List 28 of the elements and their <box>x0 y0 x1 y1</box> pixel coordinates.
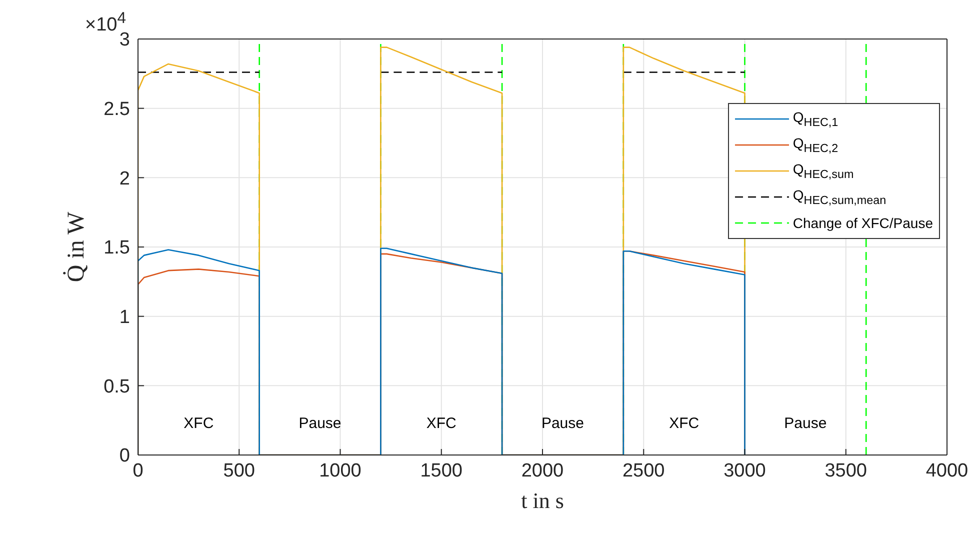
y-tick-label: 2.5 <box>104 99 130 120</box>
y-tick-label: 2 <box>119 168 130 190</box>
x-tick-label: 3000 <box>724 460 766 482</box>
y-tick-label: 0.5 <box>104 376 130 398</box>
annotation: XFC <box>182 415 215 432</box>
x-tick-label: 1500 <box>420 460 463 482</box>
annotation: XFC <box>425 415 458 432</box>
legend-label: Change of XFC/Pause <box>792 215 933 231</box>
legend-label: Q$_{HEC,sum,mean}$ <box>792 187 886 207</box>
x-tick-label: 500 <box>223 460 255 482</box>
y-tick-label: 1 <box>119 307 130 328</box>
y-tick-label: 0 <box>119 446 130 467</box>
y-axis-title: Q̇ in W <box>62 212 90 282</box>
annotation: XFC <box>668 415 700 432</box>
x-tick-label: 3500 <box>824 460 868 482</box>
annotation: Pause <box>783 415 828 432</box>
x-tick-label: 2000 <box>521 460 564 482</box>
x-tick-label: 2500 <box>622 460 665 482</box>
annotation: Pause <box>540 415 585 432</box>
x-tick-label: 1000 <box>319 460 362 482</box>
legend-label: Q$_{HEC,sum}$ <box>792 161 854 181</box>
x-tick-label: 4000 <box>926 460 968 482</box>
legend-label: Q$_{HEC,2}$ <box>792 135 838 155</box>
y-tick-label: 1.5 <box>104 238 130 259</box>
x-tick-label: 0 <box>132 460 144 482</box>
annotation: Pause <box>298 415 342 432</box>
x-axis-title: t in s <box>521 488 564 513</box>
legend-label: Q$_{HEC,1}$ <box>792 109 838 129</box>
